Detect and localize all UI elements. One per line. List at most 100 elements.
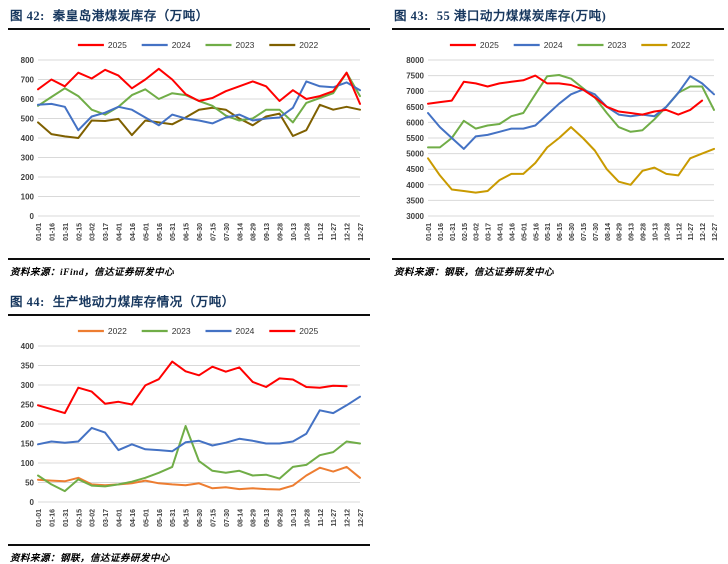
- svg-text:200: 200: [21, 173, 35, 182]
- svg-text:500: 500: [21, 115, 35, 124]
- svg-text:03-17: 03-17: [103, 223, 110, 241]
- svg-text:4500: 4500: [406, 165, 424, 174]
- svg-text:01-31: 01-31: [450, 223, 457, 241]
- svg-text:02-15: 02-15: [462, 223, 469, 241]
- svg-text:10-28: 10-28: [664, 223, 671, 241]
- legend-2024: 2024: [236, 326, 255, 336]
- svg-text:800: 800: [21, 56, 35, 65]
- figure-44-source: 资料来源：钢联，信达证券研发中心: [8, 544, 370, 564]
- figure-44-caption: 生产地动力煤库存情况（万吨）: [52, 295, 235, 309]
- legend-2025: 2025: [480, 40, 499, 50]
- series-line-2022: [37, 465, 361, 491]
- svg-text:05-16: 05-16: [157, 509, 164, 527]
- svg-text:01-01: 01-01: [36, 223, 43, 241]
- svg-text:01-16: 01-16: [49, 223, 56, 241]
- svg-text:05-31: 05-31: [170, 509, 177, 527]
- svg-text:05-31: 05-31: [545, 223, 552, 241]
- svg-text:05-31: 05-31: [170, 223, 177, 241]
- svg-text:09-28: 09-28: [641, 223, 648, 241]
- svg-text:07-30: 07-30: [224, 223, 231, 241]
- svg-text:03-02: 03-02: [90, 509, 97, 527]
- svg-text:11-12: 11-12: [676, 223, 683, 241]
- svg-text:08-14: 08-14: [237, 509, 244, 527]
- svg-text:400: 400: [21, 342, 35, 351]
- figure-43-caption: 55 港口动力煤煤炭库存(万吨): [436, 9, 607, 23]
- svg-text:07-15: 07-15: [210, 509, 217, 527]
- series-line-2022: [427, 126, 715, 194]
- svg-text:03-17: 03-17: [486, 223, 493, 241]
- svg-text:3500: 3500: [406, 196, 424, 205]
- svg-text:05-01: 05-01: [143, 509, 150, 527]
- svg-text:04-16: 04-16: [509, 223, 516, 241]
- svg-text:04-16: 04-16: [130, 509, 137, 527]
- svg-text:11-12: 11-12: [318, 509, 325, 527]
- svg-text:01-01: 01-01: [36, 509, 43, 527]
- svg-text:8000: 8000: [406, 56, 424, 65]
- svg-text:04-01: 04-01: [117, 509, 124, 527]
- svg-text:05-01: 05-01: [521, 223, 528, 241]
- svg-text:12-12: 12-12: [345, 223, 352, 241]
- figure-43-number: 图 43:: [394, 9, 429, 23]
- legend-2024: 2024: [544, 40, 563, 50]
- svg-text:300: 300: [21, 381, 35, 390]
- svg-text:0: 0: [30, 212, 35, 221]
- svg-text:06-15: 06-15: [184, 223, 191, 241]
- svg-text:11-12: 11-12: [318, 223, 325, 241]
- svg-text:04-01: 04-01: [117, 223, 124, 241]
- svg-text:10-13: 10-13: [652, 223, 659, 241]
- svg-text:12-27: 12-27: [712, 223, 719, 241]
- svg-text:10-28: 10-28: [304, 223, 311, 241]
- svg-text:07-15: 07-15: [581, 223, 588, 241]
- series-line-2023: [37, 425, 361, 493]
- svg-text:07-30: 07-30: [593, 223, 600, 241]
- figure-43-line-chart: 3000 3500 4000 4500 5000 5500 6000 6500 7000 7500…: [406, 40, 719, 241]
- series-line-2022: [37, 103, 361, 139]
- svg-text:100: 100: [21, 193, 35, 202]
- figure-42-caption: 秦皇岛港煤炭库存（万吨）: [52, 9, 209, 23]
- svg-text:03-02: 03-02: [474, 223, 481, 241]
- series-line-2025: [37, 67, 361, 105]
- svg-text:5500: 5500: [406, 134, 424, 143]
- svg-text:6500: 6500: [406, 103, 424, 112]
- svg-text:01-16: 01-16: [438, 223, 445, 241]
- legend-2023: 2023: [172, 326, 191, 336]
- legend-2022: 2022: [671, 40, 690, 50]
- svg-text:01-31: 01-31: [63, 223, 70, 241]
- svg-text:50: 50: [25, 479, 34, 488]
- figure-42-number: 图 42:: [10, 9, 45, 23]
- svg-text:08-29: 08-29: [617, 223, 624, 241]
- svg-text:06-30: 06-30: [197, 509, 204, 527]
- svg-text:09-13: 09-13: [264, 509, 271, 527]
- legend-2024: 2024: [172, 40, 191, 50]
- svg-text:12-27: 12-27: [358, 223, 365, 241]
- svg-text:04-01: 04-01: [498, 223, 505, 241]
- svg-text:05-16: 05-16: [533, 223, 540, 241]
- series-line-2025: [37, 360, 348, 415]
- svg-text:11-27: 11-27: [331, 509, 338, 527]
- svg-text:08-14: 08-14: [605, 223, 612, 241]
- svg-text:01-31: 01-31: [63, 509, 70, 527]
- svg-text:600: 600: [21, 95, 35, 104]
- figure-44-number: 图 44:: [10, 295, 45, 309]
- svg-text:300: 300: [21, 154, 35, 163]
- svg-text:08-29: 08-29: [251, 509, 258, 527]
- svg-text:12-27: 12-27: [358, 509, 365, 527]
- legend-2025: 2025: [299, 326, 318, 336]
- svg-text:250: 250: [21, 401, 35, 410]
- figure-42-title: 图 42: 秦皇岛港煤炭库存（万吨）: [8, 2, 370, 30]
- svg-text:11-27: 11-27: [331, 223, 338, 241]
- svg-text:400: 400: [21, 134, 35, 143]
- legend-2023: 2023: [608, 40, 627, 50]
- svg-text:150: 150: [21, 440, 35, 449]
- svg-text:01-01: 01-01: [426, 223, 433, 241]
- svg-text:11-27: 11-27: [688, 223, 695, 241]
- figure-44-panel: 图 44: 生产地动力煤库存情况（万吨） 0 50 100 150 200 250 300 35…: [8, 288, 370, 564]
- svg-text:4000: 4000: [406, 181, 424, 190]
- legend-2022: 2022: [299, 40, 318, 50]
- svg-text:02-15: 02-15: [76, 509, 83, 527]
- figure-43-title: 图 43: 55 港口动力煤煤炭库存(万吨): [392, 2, 724, 30]
- svg-text:06-30: 06-30: [197, 223, 204, 241]
- legend-2023: 2023: [236, 40, 255, 50]
- svg-text:12-12: 12-12: [345, 509, 352, 527]
- svg-text:05-16: 05-16: [157, 223, 164, 241]
